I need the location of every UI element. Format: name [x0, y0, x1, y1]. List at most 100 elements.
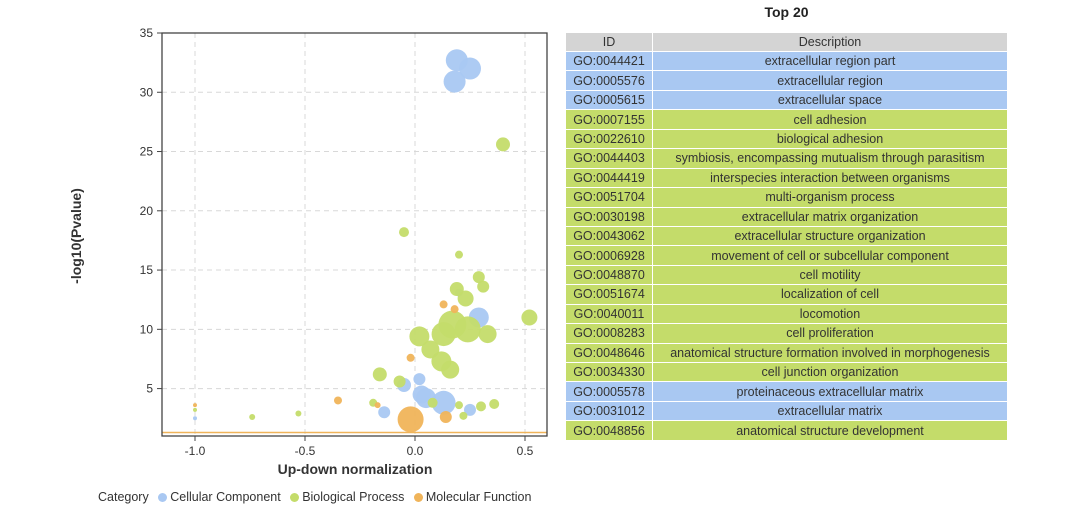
bubble-cellular-component[interactable]	[193, 416, 197, 421]
go-id-cell: GO:0051704	[566, 188, 653, 207]
bubble-molecular-function[interactable]	[450, 305, 459, 314]
bubble-biological-process[interactable]	[496, 137, 510, 152]
table-row: GO:0044419 interspecies interaction betwe…	[566, 168, 1007, 188]
grid	[162, 32, 547, 436]
bubble-biological-process[interactable]	[472, 271, 485, 284]
bubble-molecular-function[interactable]	[439, 411, 452, 424]
bubble-cellular-component[interactable]	[378, 406, 391, 419]
description-cell: cell motility	[653, 265, 1007, 285]
legend-item-biological-process[interactable]: Biological Process	[290, 490, 404, 504]
description-cell: extracellular space	[653, 90, 1007, 110]
go-id-cell: GO:0006928	[566, 246, 653, 265]
table-row: GO:0007155 cell adhesion	[566, 110, 1007, 129]
bubble-biological-process[interactable]	[431, 322, 456, 347]
go-id-cell: GO:0044421	[566, 52, 653, 71]
table-row: GO:0048856 anatomical structure developme…	[566, 421, 1007, 440]
description-cell: proteinaceous extracellular matrix	[653, 382, 1007, 401]
y-tick-label: 10	[140, 322, 154, 336]
table-row: GO:0005576 extracellular region	[566, 71, 1007, 90]
bubble-biological-process[interactable]	[249, 414, 256, 421]
bubble-biological-process[interactable]	[459, 411, 468, 420]
chart-legend: Category Cellular Component Biological P…	[98, 490, 531, 504]
bubble-molecular-function[interactable]	[397, 406, 424, 433]
description-cell: extracellular region part	[653, 52, 1007, 71]
bubble-biological-process[interactable]	[441, 360, 460, 379]
legend-dot-cellular-component	[158, 493, 168, 502]
table-row: GO:0005578 proteinaceous extracellular ma…	[566, 382, 1007, 401]
bubble-molecular-function[interactable]	[439, 300, 448, 309]
bubble-molecular-function[interactable]	[406, 353, 415, 362]
table-row: GO:0040011 locomotion	[566, 304, 1007, 324]
table-row: GO:0043062 extracellular structure organi…	[566, 226, 1007, 246]
go-id-cell: GO:0048870	[566, 265, 653, 285]
bubble-biological-process[interactable]	[477, 280, 490, 293]
go-id-cell: GO:0030198	[566, 207, 653, 226]
legend-item-molecular-function[interactable]: Molecular Function	[413, 490, 532, 504]
table-row: GO:0030198 extracellular matrix organizat…	[566, 207, 1007, 226]
bubble-cellular-component[interactable]	[464, 403, 476, 416]
bubble-biological-process[interactable]	[457, 290, 474, 307]
bubble-biological-process[interactable]	[372, 367, 387, 382]
go-id-cell: GO:0044419	[566, 168, 653, 188]
description-cell: extracellular region	[653, 71, 1007, 90]
legend-item-cellular-component[interactable]: Cellular Component	[158, 490, 281, 504]
bubble-cellular-component[interactable]	[443, 70, 466, 93]
bubble-biological-process[interactable]	[409, 326, 430, 347]
bubble-cellular-component[interactable]	[413, 373, 426, 386]
x-tick-label: 0.5	[517, 444, 534, 458]
y-tick-label: 35	[140, 26, 154, 40]
bubble-biological-process[interactable]	[521, 309, 538, 326]
bubble-molecular-function[interactable]	[334, 396, 342, 405]
description-cell: cell adhesion	[653, 110, 1007, 129]
bubble-biological-process[interactable]	[489, 398, 500, 409]
description-cell: extracellular matrix organization	[653, 207, 1007, 226]
bubble-biological-process[interactable]	[399, 227, 409, 238]
bubble-molecular-function[interactable]	[193, 403, 197, 408]
bubble-biological-process[interactable]	[454, 316, 481, 343]
description-cell: interspecies interaction between organis…	[653, 168, 1007, 188]
bubble-biological-process[interactable]	[193, 407, 197, 412]
table-title: Top 20	[764, 4, 809, 20]
plot-frame	[161, 32, 548, 437]
x-tick-label: 0.0	[407, 444, 424, 458]
bubble-biological-process[interactable]	[295, 410, 302, 417]
x-tick-label: -1.0	[185, 444, 206, 458]
bubble-biological-process[interactable]	[393, 375, 406, 388]
column-header-id: ID	[566, 33, 653, 51]
go-id-cell: GO:0048646	[566, 343, 653, 362]
axis-ticks: -1.0 -0.5 0.0 0.5 5 10 15 20 25 30 35	[140, 26, 534, 458]
description-cell: anatomical structure development	[653, 421, 1007, 440]
table-row: GO:0044403 symbiosis, encompassing mutual…	[566, 149, 1007, 168]
table-row: GO:0051704 multi-organism process	[566, 188, 1007, 207]
go-id-cell: GO:0005576	[566, 71, 653, 90]
bubble-cellular-component[interactable]	[431, 390, 456, 415]
go-id-cell: GO:0005615	[566, 90, 653, 110]
description-cell: localization of cell	[653, 285, 1007, 304]
legend-dot-biological-process	[290, 493, 300, 502]
bubbles	[193, 49, 538, 433]
legend-title: Category	[98, 490, 149, 504]
bubble-cellular-component[interactable]	[459, 57, 481, 80]
legend-label: Molecular Function	[425, 490, 532, 504]
legend-label: Biological Process	[302, 490, 405, 504]
table-row: GO:0008283 cell proliferation	[566, 324, 1007, 343]
bubble-biological-process[interactable]	[427, 397, 438, 408]
x-axis-title: Up-down normalization	[278, 461, 433, 477]
go-id-cell: GO:0044403	[566, 149, 653, 168]
table-header-row: ID Description	[566, 33, 1007, 51]
y-tick-label: 30	[140, 85, 154, 99]
bubble-biological-process[interactable]	[478, 325, 497, 344]
bubble-biological-process[interactable]	[455, 401, 463, 410]
table-row: GO:0044421 extracellular region part	[566, 52, 1007, 71]
description-cell: biological adhesion	[653, 129, 1007, 149]
description-cell: cell proliferation	[653, 324, 1007, 343]
y-tick-label: 5	[146, 382, 153, 396]
go-id-cell: GO:0034330	[566, 363, 653, 382]
bubble-biological-process[interactable]	[455, 250, 463, 259]
go-id-cell: GO:0040011	[566, 304, 653, 324]
bubble-molecular-function[interactable]	[374, 402, 381, 409]
table-row: GO:0006928 movement of cell or subcellula…	[566, 246, 1007, 265]
bubble-chart: -1.0 -0.5 0.0 0.5 5 10 15 20 25 30 35 Up-down norm…	[68, 26, 548, 477]
description-cell: movement of cell or subcellular componen…	[653, 246, 1007, 265]
bubble-biological-process[interactable]	[476, 401, 486, 412]
